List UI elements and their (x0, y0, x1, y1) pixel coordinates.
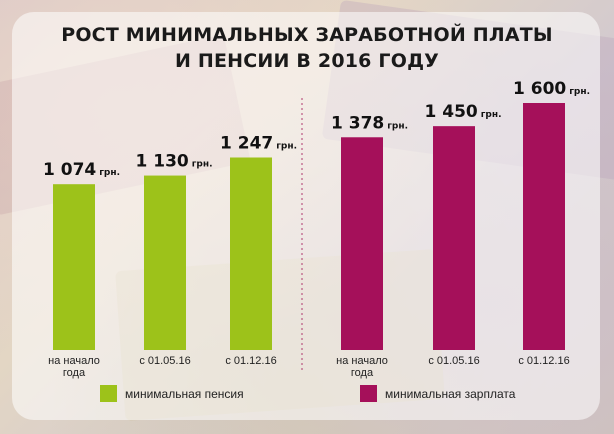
category-label-pension-2: с 01.05.16 (139, 355, 190, 367)
value-label-salary-1: 1 378 грн. (331, 113, 408, 133)
bar-salary-3 (523, 103, 565, 350)
bar-pension-3 (230, 157, 272, 350)
bar-pension-2 (144, 175, 186, 350)
value-label-pension-2: 1 130 грн. (136, 152, 213, 172)
legend-label-salary: минимальная зарплата (385, 386, 516, 401)
value-label-pension-1: 1 074 грн. (43, 160, 120, 180)
bar-salary-1 (341, 137, 383, 350)
legend-item-pension: минимальная пенсия (100, 385, 244, 402)
value-label-pension-3: 1 247 грн. (220, 133, 297, 153)
legend-swatch-salary (360, 385, 377, 402)
category-label-salary-3: с 01.12.16 (518, 355, 569, 367)
category-label-pension-1: на начало года (48, 355, 100, 379)
legend-label-pension: минимальная пенсия (125, 386, 244, 401)
category-label-salary-1: на начало года (336, 355, 388, 379)
bar-salary-2 (433, 126, 475, 350)
title-line-2: И ПЕНСИИ В 2016 ГОДУ (174, 50, 440, 72)
category-label-salary-2: с 01.05.16 (428, 355, 479, 367)
bar-pension-1 (53, 184, 95, 350)
category-label-pension-3: с 01.12.16 (225, 355, 276, 367)
chart-title: РОСТ МИНИМАЛЬНЫХ ЗАРАБОТНОЙ ПЛАТЫ И ПЕНС… (0, 22, 614, 74)
legend-swatch-pension (100, 385, 117, 402)
title-line-1: РОСТ МИНИМАЛЬНЫХ ЗАРАБОТНОЙ ПЛАТЫ (61, 24, 553, 46)
legend-item-salary: минимальная зарплата (360, 385, 515, 402)
value-label-salary-2: 1 450 грн. (425, 102, 502, 122)
value-label-salary-3: 1 600 грн. (513, 79, 590, 99)
chart-panel (12, 12, 600, 420)
